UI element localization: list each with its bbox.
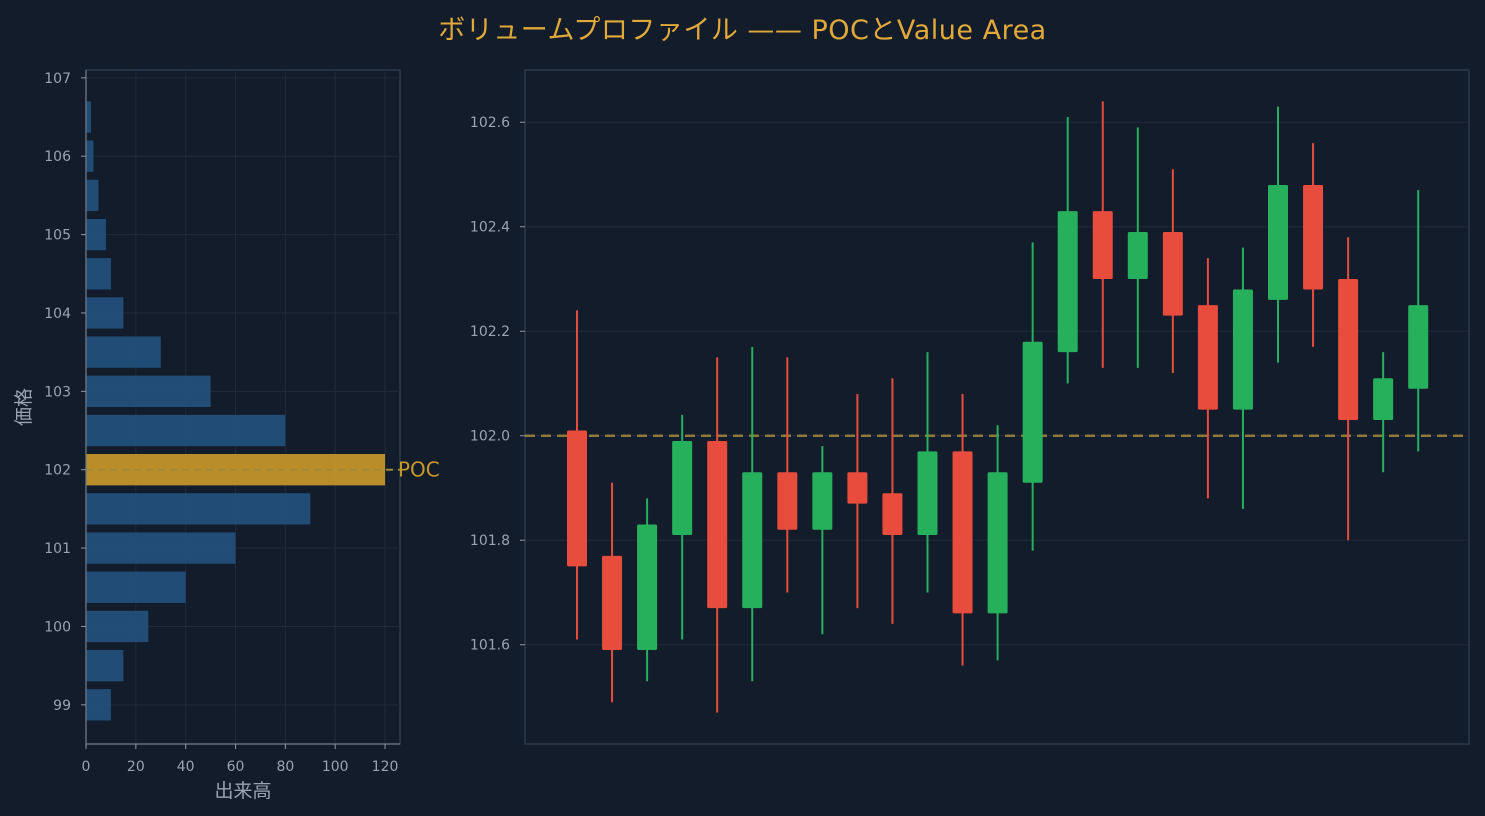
candle-body-down <box>882 493 903 536</box>
volume-x-tick-label: 0 <box>82 759 91 775</box>
volume-y-tick-label: 99 <box>53 698 71 714</box>
candle-y-tick-label: 101.8 <box>470 533 510 549</box>
volume-profile-panel: POC 0 20 40 60 80 100 120 99 100 101 102 103 104 105 10… <box>13 69 440 802</box>
volume-x-tick-label: 60 <box>227 759 245 775</box>
volume-y-tick-label: 105 <box>44 228 71 244</box>
volume-bar <box>86 649 124 682</box>
candle-body-up <box>1268 184 1288 300</box>
volume-bar <box>86 414 286 447</box>
candle-body-down <box>777 472 798 530</box>
candle-body-up <box>1232 289 1253 410</box>
volume-x-tick-label: 80 <box>276 759 294 775</box>
candle-body-up <box>1373 378 1394 421</box>
volume-bar <box>86 689 111 721</box>
volume-bar <box>86 375 211 407</box>
volume-bar <box>86 297 124 329</box>
candlestick-panel: 101.6 101.8 102.0 102.2 102.4 102.6 <box>470 69 1470 745</box>
volume-y-tick-label: 102 <box>44 463 71 479</box>
candle-y-tick-label: 102.6 <box>470 115 510 131</box>
candle-body-up <box>1408 305 1429 389</box>
chart-title: ボリュームプロファイル —— POCとValue Area <box>438 15 1047 46</box>
volume-bar <box>86 179 99 212</box>
candle-body-down <box>1338 278 1359 421</box>
volume-y-tick-label: 100 <box>44 619 71 635</box>
candle-body-up <box>1057 211 1078 353</box>
volume-bar <box>86 532 236 564</box>
volume-y-tick-label: 106 <box>44 149 71 165</box>
candle-body-down <box>952 451 973 614</box>
candle-body-down <box>567 430 587 567</box>
volume-y-axis-label: 価格 <box>13 388 35 426</box>
volume-x-tick-label: 120 <box>372 759 399 775</box>
candle-body-up <box>917 451 938 536</box>
volume-bar <box>86 493 311 525</box>
candle-body-up <box>812 472 833 530</box>
candle-body-up <box>1127 231 1148 279</box>
candle-body-down <box>707 440 728 609</box>
candle-y-tick-label: 102.2 <box>470 324 510 340</box>
volume-y-tick-label: 103 <box>44 384 71 400</box>
volume-y-tick-label: 104 <box>44 306 71 322</box>
candle-body-up <box>1022 341 1043 483</box>
candle-y-tick-label: 101.6 <box>470 638 510 654</box>
candle-body-up <box>987 472 1008 614</box>
candle-body-down <box>1092 211 1113 279</box>
candle-body-down <box>1303 184 1324 290</box>
candle-body-down <box>847 472 868 504</box>
candle-body-down <box>1162 231 1183 316</box>
candle-y-tick-label: 102.4 <box>470 220 510 236</box>
volume-x-tick-label: 100 <box>322 759 349 775</box>
volume-y-tick-label: 101 <box>44 541 71 557</box>
candle-body-up <box>637 524 658 650</box>
candle-body-down <box>602 555 623 650</box>
volume-x-tick-label: 20 <box>127 759 145 775</box>
candle-body-up <box>672 440 693 536</box>
volume-y-tick-label: 107 <box>44 71 71 87</box>
candle-body-up <box>742 472 763 609</box>
volume-bar <box>86 610 149 643</box>
volume-bar <box>86 101 91 133</box>
volume-bar <box>86 571 186 603</box>
volume-bar <box>86 218 106 251</box>
volume-bar <box>86 140 94 172</box>
volume-x-tick-label: 40 <box>177 759 195 775</box>
volume-bar <box>86 336 161 368</box>
volume-bar <box>86 258 111 290</box>
volume-x-axis-label: 出来高 <box>214 780 271 802</box>
candle-y-tick-label: 102.0 <box>470 429 510 445</box>
candle-plot-frame <box>524 69 1470 745</box>
candle-body-down <box>1197 305 1218 410</box>
poc-label: POC <box>398 458 440 482</box>
